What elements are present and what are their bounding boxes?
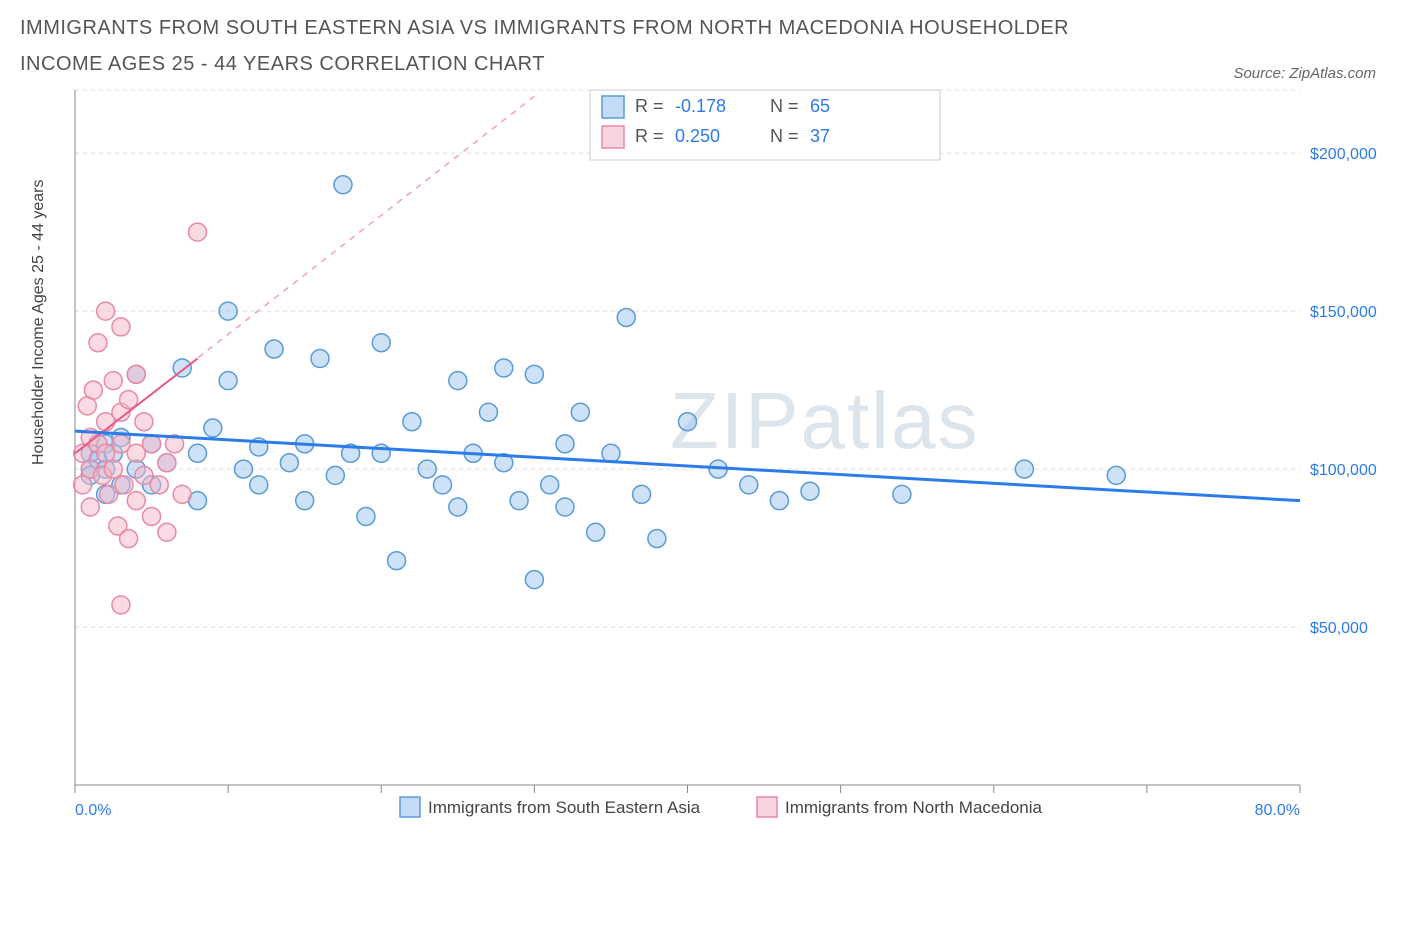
data-point [219, 302, 237, 320]
data-point [150, 476, 168, 494]
data-point [770, 492, 788, 510]
data-point [525, 365, 543, 383]
data-point [89, 334, 107, 352]
data-point [648, 530, 666, 548]
data-point [115, 476, 133, 494]
legend-r-value: -0.178 [675, 96, 726, 116]
data-point [158, 523, 176, 541]
x-tick-label: 80.0% [1255, 802, 1300, 819]
chart-title: IMMIGRANTS FROM SOUTH EASTERN ASIA VS IM… [20, 10, 1120, 82]
data-point [372, 334, 390, 352]
data-point [127, 492, 145, 510]
data-point [602, 444, 620, 462]
data-point [104, 372, 122, 390]
data-point [418, 460, 436, 478]
data-point [403, 413, 421, 431]
data-point [234, 460, 252, 478]
data-point [311, 350, 329, 368]
data-point [571, 403, 589, 421]
data-point [326, 466, 344, 484]
data-point [801, 482, 819, 500]
data-point [1015, 460, 1033, 478]
data-point [434, 476, 452, 494]
data-point [449, 498, 467, 516]
data-point [479, 403, 497, 421]
data-point [280, 454, 298, 472]
data-point [740, 476, 758, 494]
y-axis-label: Householder Income Ages 25 - 44 years [30, 180, 48, 466]
legend-series-label: Immigrants from South Eastern Asia [428, 798, 701, 817]
data-point [143, 507, 161, 525]
chart-area: Householder Income Ages 25 - 44 years ZI… [50, 85, 1390, 845]
legend-swatch [400, 797, 420, 817]
data-point [525, 571, 543, 589]
data-point [127, 365, 145, 383]
data-point [449, 372, 467, 390]
data-point [265, 340, 283, 358]
legend-swatch [757, 797, 777, 817]
data-point [143, 435, 161, 453]
data-point [84, 381, 102, 399]
data-point [97, 302, 115, 320]
data-point [104, 460, 122, 478]
data-point [173, 485, 191, 503]
data-point [617, 308, 635, 326]
data-point [158, 454, 176, 472]
source-label: Source: ZipAtlas.com [1233, 65, 1376, 82]
data-point [189, 223, 207, 241]
data-point [120, 530, 138, 548]
scatter-plot: $50,000 $100,000 $150,000 $200,000 0.0% 80.0%… [70, 85, 1390, 845]
chart-header: IMMIGRANTS FROM SOUTH EASTERN ASIA VS IM… [0, 0, 1406, 82]
legend-series-label: Immigrants from North Macedonia [785, 798, 1043, 817]
legend-n-label: N = [770, 96, 799, 116]
data-point [510, 492, 528, 510]
data-point [633, 485, 651, 503]
data-point [296, 492, 314, 510]
data-point [1107, 466, 1125, 484]
data-point [334, 176, 352, 194]
legend-r-label: R = [635, 96, 664, 116]
data-point [587, 523, 605, 541]
legend-n-value: 37 [810, 126, 830, 146]
legend-r-label: R = [635, 126, 664, 146]
legend-swatch [602, 126, 624, 148]
data-point [204, 419, 222, 437]
legend-swatch [602, 96, 624, 118]
data-point [357, 507, 375, 525]
y-tick-label: $150,000 [1310, 304, 1377, 321]
y-tick-label: $50,000 [1310, 620, 1368, 637]
data-point [135, 413, 153, 431]
data-point [112, 318, 130, 336]
y-tick-label: $200,000 [1310, 146, 1377, 163]
data-point [541, 476, 559, 494]
x-tick-label: 0.0% [75, 802, 111, 819]
y-tick-label: $100,000 [1310, 462, 1377, 479]
data-point [388, 552, 406, 570]
data-point [679, 413, 697, 431]
data-point [250, 476, 268, 494]
legend-n-label: N = [770, 126, 799, 146]
data-point [219, 372, 237, 390]
data-point [556, 435, 574, 453]
data-point [893, 485, 911, 503]
legend-r-value: 0.250 [675, 126, 720, 146]
data-point [112, 596, 130, 614]
data-point [495, 359, 513, 377]
data-point [81, 498, 99, 516]
data-point [189, 444, 207, 462]
data-point [556, 498, 574, 516]
legend-n-value: 65 [810, 96, 830, 116]
